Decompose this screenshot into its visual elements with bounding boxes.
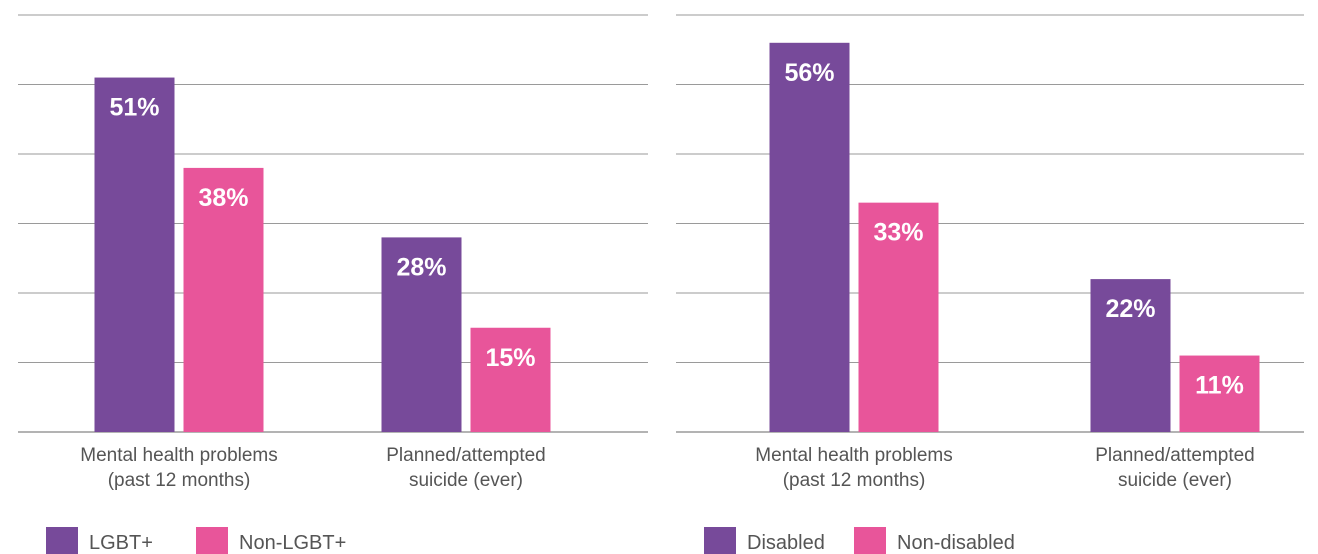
legend-swatch-non-disabled [854, 527, 886, 554]
legend-swatch-lgbt- [46, 527, 78, 554]
bar-non-disabled-1 [858, 202, 939, 432]
bar-value-label: 51% [109, 94, 159, 122]
bar-value-label: 22% [1105, 295, 1155, 323]
chart-panel-2: 56% 33% Mental health problems (past 12 mon… [676, 14, 1304, 554]
category-label: Mental health problems (past 12 months) [755, 445, 953, 491]
category-label: Mental health problems (past 12 months) [80, 445, 278, 491]
bar-value-label: 33% [873, 219, 923, 247]
legend-label-non-disabled: Non-disabled [897, 532, 1015, 554]
bar-value-label: 28% [396, 253, 446, 281]
category-label: Planned/attempted suicide (ever) [386, 445, 546, 491]
bar-disabled-2 [1090, 279, 1171, 432]
bar-value-label: 15% [485, 344, 535, 372]
bar-non-lgbt--2 [470, 327, 551, 432]
bar-value-label: 56% [784, 59, 834, 87]
bar-non-lgbt--1 [183, 167, 264, 432]
bar-value-label: 11% [1195, 372, 1244, 400]
legend-swatch-disabled [704, 527, 736, 554]
bar-disabled-1 [769, 42, 850, 433]
legend-label-non-lgbt-: Non-LGBT+ [239, 532, 346, 554]
legend-swatch-non-lgbt- [196, 527, 228, 554]
legend-label-disabled: Disabled [747, 532, 825, 554]
bar-lgbt--1 [94, 77, 175, 433]
bar-value-label: 38% [198, 184, 248, 212]
bar-lgbt--2 [381, 237, 462, 432]
chart-panel-1: 51% 38% Mental health problems (past 12 mon… [18, 14, 648, 554]
category-label: Planned/attempted suicide (ever) [1095, 445, 1255, 491]
legend-label-lgbt-: LGBT+ [89, 532, 153, 554]
bar-non-disabled-2 [1179, 355, 1260, 432]
